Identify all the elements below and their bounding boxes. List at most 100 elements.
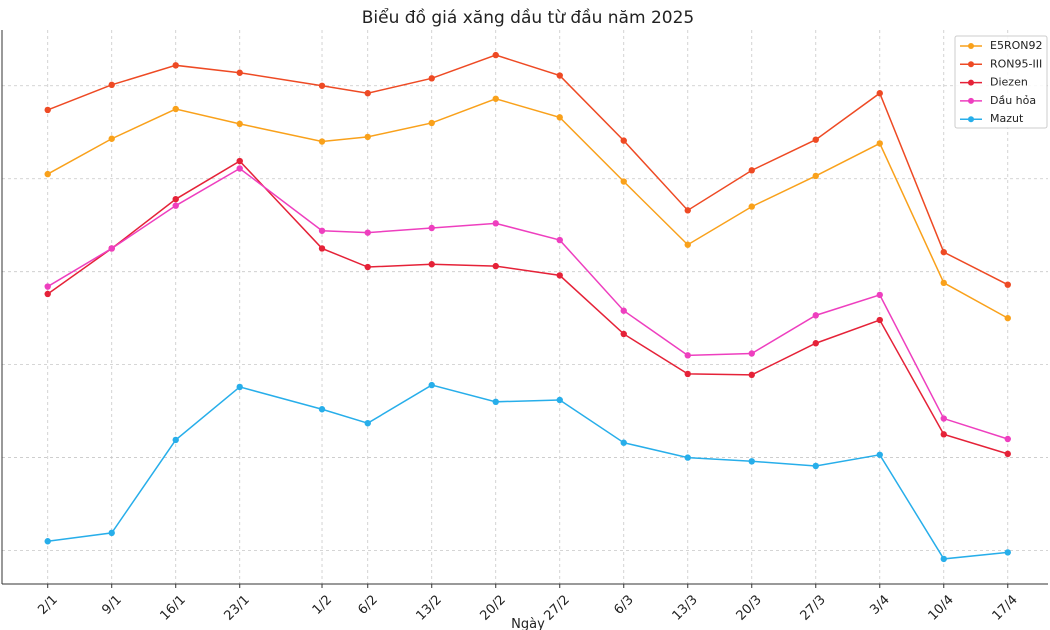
x-tick-label: 1/2 bbox=[310, 592, 335, 617]
series-line bbox=[47, 97, 1009, 319]
data-point bbox=[812, 462, 819, 470]
data-point bbox=[876, 140, 883, 147]
data-point bbox=[620, 307, 627, 314]
legend-marker bbox=[968, 116, 974, 123]
data-point bbox=[1004, 435, 1011, 443]
data-point bbox=[812, 340, 819, 347]
legend-marker bbox=[968, 79, 974, 86]
data-point bbox=[44, 538, 51, 545]
data-point bbox=[1004, 281, 1011, 288]
legend-label: E5RON92 bbox=[990, 39, 1042, 52]
data-point bbox=[812, 136, 819, 143]
data-point bbox=[236, 383, 243, 391]
legend-box bbox=[954, 35, 1048, 129]
data-point bbox=[748, 458, 755, 465]
series-line bbox=[47, 384, 1008, 560]
data-point bbox=[236, 165, 243, 172]
x-tick-label: 17/4 bbox=[990, 592, 1021, 623]
data-point bbox=[1004, 549, 1011, 556]
x-tick-label: 13/3 bbox=[670, 592, 701, 623]
data-point bbox=[812, 312, 819, 319]
data-point bbox=[492, 220, 499, 227]
data-point bbox=[172, 105, 179, 113]
x-tick-label: 27/3 bbox=[798, 592, 829, 623]
data-point bbox=[108, 529, 115, 537]
data-point bbox=[236, 120, 243, 128]
data-point bbox=[684, 241, 691, 248]
data-point bbox=[940, 248, 947, 256]
series-line bbox=[47, 160, 1008, 455]
data-point bbox=[748, 371, 755, 379]
data-point bbox=[940, 555, 947, 563]
x-tick-label: 10/4 bbox=[926, 592, 957, 623]
data-point bbox=[876, 316, 883, 324]
data-point bbox=[620, 137, 627, 144]
data-point bbox=[492, 398, 499, 406]
data-point bbox=[940, 415, 947, 422]
data-point bbox=[748, 350, 755, 357]
x-tick-label: 16/1 bbox=[158, 592, 189, 623]
legend-marker bbox=[968, 61, 974, 68]
data-point bbox=[236, 69, 243, 76]
x-tick-label: 20/2 bbox=[478, 592, 509, 623]
data-point bbox=[428, 75, 435, 82]
data-point bbox=[44, 170, 51, 178]
data-point bbox=[556, 72, 563, 79]
data-point bbox=[318, 82, 326, 89]
x-tick-label: 13/2 bbox=[414, 592, 445, 623]
data-point bbox=[364, 90, 371, 97]
data-point bbox=[172, 62, 179, 69]
data-point bbox=[364, 133, 371, 141]
data-point bbox=[684, 207, 691, 214]
data-point bbox=[620, 178, 627, 185]
data-point bbox=[318, 138, 326, 145]
data-point bbox=[492, 262, 499, 270]
x-tick-label: 23/1 bbox=[222, 592, 253, 623]
data-point bbox=[940, 279, 947, 287]
x-tick-label: 20/3 bbox=[734, 592, 765, 623]
legend-label: Diezen bbox=[990, 76, 1028, 89]
data-point bbox=[428, 381, 435, 389]
data-point bbox=[684, 370, 691, 378]
series-line bbox=[47, 54, 1009, 286]
data-point bbox=[172, 195, 179, 203]
data-point bbox=[318, 245, 326, 252]
data-point bbox=[492, 95, 499, 102]
legend-label: Mazut bbox=[990, 112, 1024, 125]
chart-title: Biểu đồ giá xăng dầu từ đầu năm 2025 bbox=[362, 7, 694, 28]
data-point bbox=[556, 236, 563, 244]
data-point bbox=[428, 224, 435, 232]
x-tick-label: 9/1 bbox=[99, 592, 124, 617]
data-point bbox=[940, 431, 947, 438]
legend-marker bbox=[968, 43, 974, 49]
legend-label: RON95-III bbox=[990, 57, 1042, 70]
data-point bbox=[1004, 314, 1011, 322]
data-point bbox=[428, 119, 435, 127]
data-point bbox=[1004, 450, 1011, 458]
data-point bbox=[44, 283, 51, 290]
data-point bbox=[876, 451, 883, 458]
legend-marker bbox=[968, 97, 974, 104]
series-line bbox=[47, 167, 1008, 440]
data-point bbox=[812, 172, 819, 180]
data-point bbox=[684, 454, 691, 461]
x-tick-label: 27/2 bbox=[542, 592, 573, 623]
data-point bbox=[556, 396, 563, 404]
data-point bbox=[172, 436, 179, 444]
data-point bbox=[108, 245, 115, 252]
data-point bbox=[318, 227, 326, 234]
data-point bbox=[108, 81, 115, 89]
data-point bbox=[620, 439, 627, 446]
data-point bbox=[236, 157, 243, 165]
data-point bbox=[108, 135, 115, 142]
data-point bbox=[44, 106, 51, 114]
data-point bbox=[684, 352, 691, 359]
x-axis-label: Ngày bbox=[511, 617, 545, 630]
data-point bbox=[492, 51, 499, 59]
data-point bbox=[364, 229, 371, 236]
x-tick-label: 2/1 bbox=[35, 592, 60, 617]
data-point bbox=[620, 330, 627, 338]
data-point bbox=[44, 290, 51, 298]
data-point bbox=[364, 263, 371, 271]
data-point bbox=[556, 272, 563, 279]
